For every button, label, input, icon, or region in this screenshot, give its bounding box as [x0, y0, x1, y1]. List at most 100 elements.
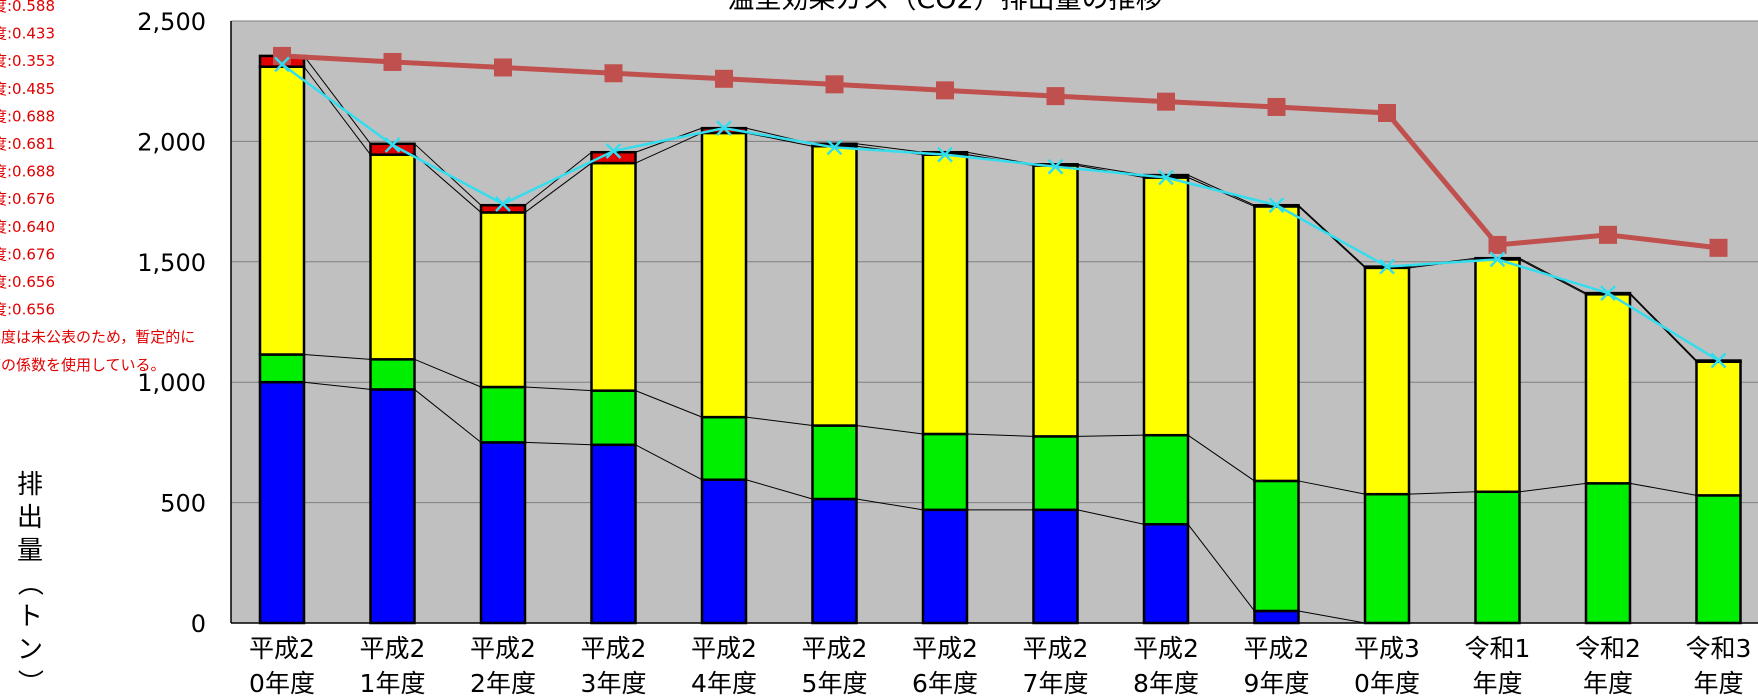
line-series-path — [281, 53, 1719, 251]
line-point-marker — [1488, 235, 1507, 254]
series-connector — [1077, 509, 1145, 525]
line-series-path — [281, 63, 1720, 362]
bar-segment — [1142, 176, 1190, 437]
line-series — [273, 46, 1728, 369]
bar-segment — [369, 153, 416, 361]
series-connector — [635, 390, 703, 418]
bar-segment — [590, 389, 637, 447]
bar-segment — [1695, 360, 1742, 497]
series-connector — [635, 132, 703, 164]
bar-segment — [811, 424, 858, 501]
bar-segment — [700, 415, 748, 481]
bar-segment — [258, 380, 306, 625]
line-point-marker — [936, 81, 954, 100]
line-point-marker — [825, 75, 844, 94]
series-connector — [966, 433, 1034, 437]
bar-segment — [479, 211, 527, 389]
note-line: 度:0.688 — [0, 163, 55, 181]
x-tick-label: 9年度 — [1244, 669, 1310, 698]
series-connector — [856, 498, 924, 511]
series-connector — [524, 162, 592, 213]
bar-segment — [1253, 205, 1300, 483]
bar-segment — [1363, 492, 1411, 625]
x-tick-label: 平成2 — [249, 634, 315, 663]
line-point-marker — [716, 120, 732, 137]
note-line: 度:0.588 — [0, 0, 55, 15]
series-connector — [303, 381, 371, 390]
line-point-marker — [495, 196, 511, 212]
marker-stroke — [274, 56, 290, 73]
series-connector — [856, 143, 924, 153]
stacked-bars — [258, 54, 1742, 625]
x-tick-label: 令和3 — [1686, 634, 1752, 663]
line-point-marker — [1379, 258, 1395, 275]
y-label-char: 出 — [17, 503, 43, 533]
bar-segment — [369, 358, 416, 391]
bar-segment — [921, 508, 969, 625]
x-axis-tick-labels: 平成2 0年度 平成2 1年度 平成2 2年度 平成2 3年度 平成2 4年度 平成2 5年度 平成2 6… — [249, 634, 1751, 698]
y-label-char: ン — [17, 635, 43, 665]
line-point-marker — [1710, 352, 1727, 369]
x-tick-label: 4年度 — [691, 669, 757, 698]
bar-segment — [1474, 258, 1521, 494]
bar-segment — [811, 497, 858, 625]
series-connector — [1187, 523, 1255, 612]
marker-stroke — [826, 139, 843, 156]
marker-stroke — [937, 146, 953, 163]
y-label-char: （ — [14, 570, 44, 596]
series-connector — [1408, 491, 1476, 495]
bar-segment — [590, 161, 637, 392]
bar-segment — [1253, 609, 1300, 625]
y-tick-label: 0 — [191, 610, 206, 638]
x-tick-label: 平成2 — [1133, 634, 1199, 663]
bar-segment — [1253, 479, 1300, 613]
note-line: 度の係数を使用している。 — [0, 356, 166, 374]
x-tick-label: 平成2 — [581, 634, 647, 663]
line-point-marker — [604, 64, 623, 83]
line-point-marker — [1267, 97, 1286, 116]
y-label-char: 量 — [17, 536, 43, 566]
bar-segment — [1584, 482, 1632, 625]
x-tick-label: 0年度 — [1354, 669, 1420, 698]
x-tick-label: 年度 — [1472, 669, 1522, 698]
bar-segment — [479, 385, 527, 444]
series-connector — [414, 358, 482, 388]
y-label-char: ト — [17, 602, 43, 632]
line-point-marker — [715, 69, 733, 88]
bar-segment — [369, 388, 416, 625]
line-point-marker — [1489, 251, 1506, 268]
line-point-marker — [1599, 225, 1617, 244]
marker-stroke — [716, 120, 732, 137]
x-tick-label: 平成2 — [912, 634, 978, 663]
bar-segment — [700, 131, 748, 419]
bar-segment — [921, 153, 969, 436]
coefficient-notes: 度:0.588 度:0.433 度:0.353 度:0.485 度:0.688 度:0.6… — [0, 0, 195, 374]
y-label-char: ） — [14, 669, 44, 695]
x-tick-label: 平成2 — [802, 634, 868, 663]
y-axis-label: 排出量 （ トン ） — [14, 470, 44, 695]
bar-segment — [1142, 433, 1190, 526]
series-connector — [524, 386, 592, 392]
line-point-marker — [826, 139, 843, 156]
series-connector — [856, 425, 924, 435]
bar-segment — [479, 441, 527, 625]
series-connector — [303, 66, 371, 155]
y-tick-label: 500 — [160, 490, 206, 518]
x-tick-label: 1年度 — [360, 669, 426, 698]
bar-segment — [1032, 435, 1079, 512]
plot-area — [231, 21, 1758, 623]
bar-segment — [1695, 494, 1742, 625]
series-connector — [745, 416, 813, 427]
x-tick-label: 5年度 — [802, 669, 868, 698]
bar-segment — [479, 203, 527, 214]
line-point-marker — [1709, 238, 1728, 257]
series-connector — [1298, 610, 1366, 624]
marker-stroke — [1710, 352, 1727, 369]
series-connector — [1077, 434, 1145, 437]
y-label-char: 排 — [17, 470, 43, 500]
note-line: 度:0.485 — [0, 80, 55, 98]
marker-stroke — [1158, 169, 1174, 186]
y-tick-label: 2,500 — [137, 8, 206, 36]
series-connector — [1298, 480, 1366, 495]
x-tick-label: 7年度 — [1023, 669, 1089, 698]
